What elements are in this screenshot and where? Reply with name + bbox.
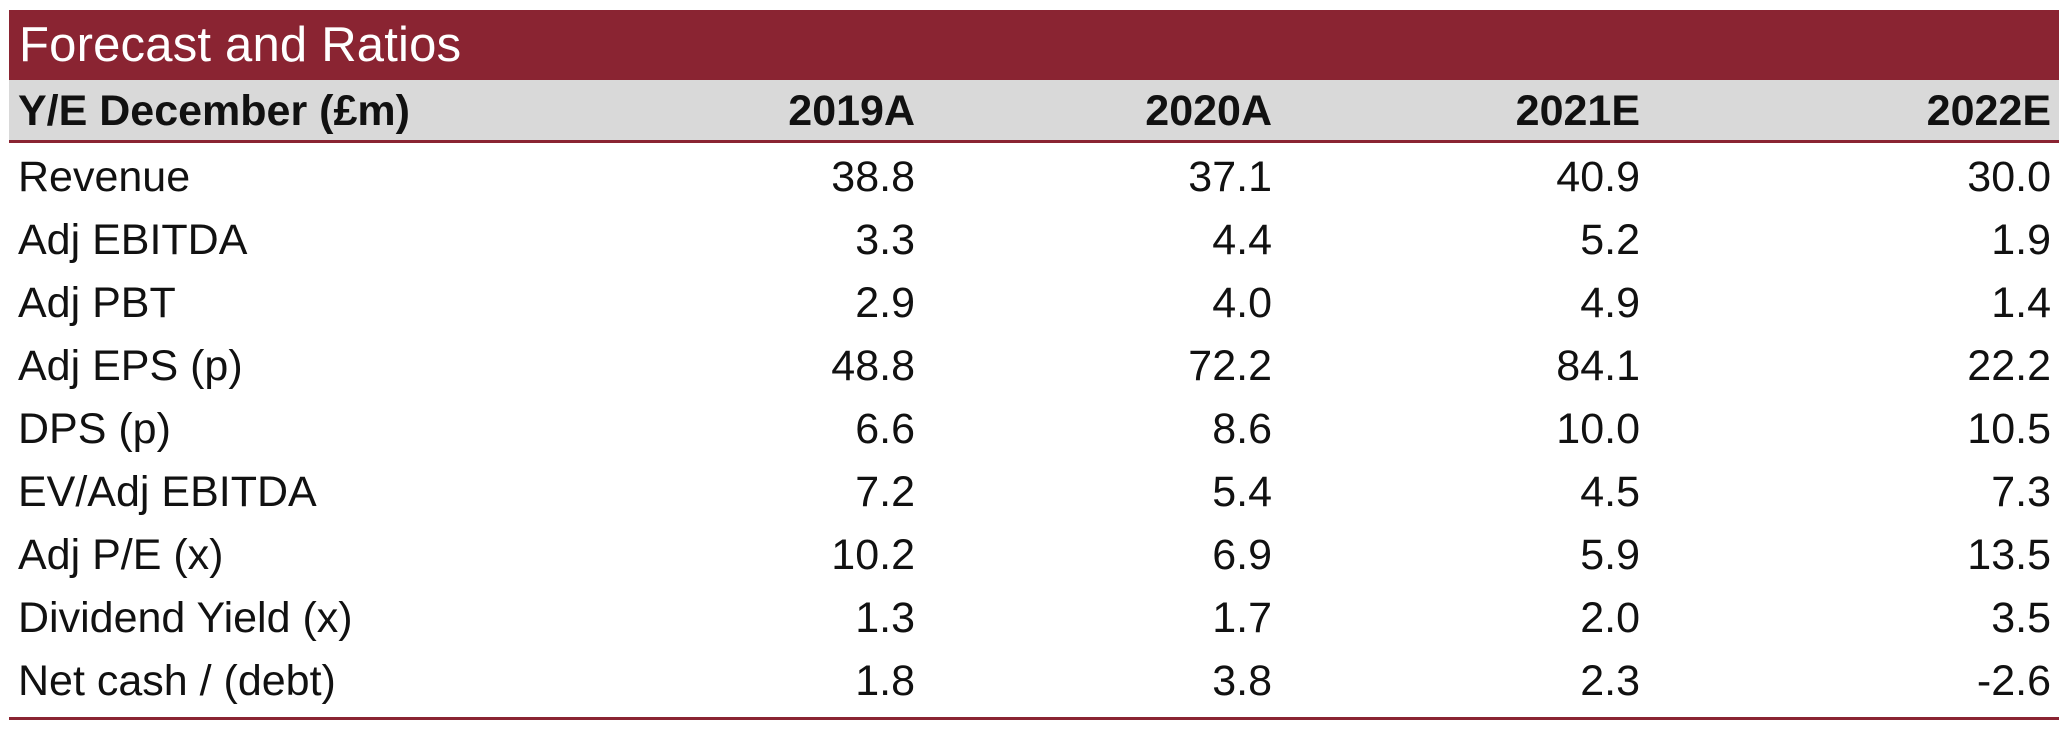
row-value: 3.5: [1991, 594, 2051, 642]
row-value: 7.2: [855, 468, 915, 516]
table-row: DPS (p) 6.6 8.6 10.0 10.5: [9, 395, 2059, 458]
row-value: 1.8: [855, 657, 915, 705]
row-value: 5.9: [1580, 531, 1640, 579]
row-value: 10.5: [1967, 405, 2051, 453]
table-title-text: Forecast and Ratios: [19, 18, 462, 72]
table-row: EV/Adj EBITDA 7.2 5.4 4.5 7.3: [9, 458, 2059, 521]
row-value: 4.4: [1212, 216, 1272, 264]
row-label: Dividend Yield (x): [18, 594, 353, 642]
row-value: 8.6: [1212, 405, 1272, 453]
header-col-2019a: 2019A: [788, 87, 915, 135]
row-value: 3.3: [855, 216, 915, 264]
header-col-2021e: 2021E: [1515, 87, 1640, 135]
row-value: 10.2: [831, 531, 915, 579]
header-col-2022e: 2022E: [1926, 87, 2051, 135]
row-value: 2.3: [1580, 657, 1640, 705]
row-value: 1.7: [1212, 594, 1272, 642]
table-header-row: Y/E December (£m) 2019A 2020A 2021E 2022…: [9, 80, 2059, 143]
table-row: Adj EPS (p) 48.8 72.2 84.1 22.2: [9, 332, 2059, 395]
row-value: 1.9: [1991, 216, 2051, 264]
row-label: Adj EPS (p): [18, 342, 243, 390]
row-value: 7.3: [1991, 468, 2051, 516]
row-value: 2.0: [1580, 594, 1640, 642]
table-row: Net cash / (debt) 1.8 3.8 2.3 -2.6: [9, 647, 2059, 710]
row-value: 1.3: [855, 594, 915, 642]
row-value: 2.9: [855, 279, 915, 327]
table-title: Forecast and Ratios: [9, 10, 2059, 80]
row-value: 13.5: [1967, 531, 2051, 579]
table-row: Adj EBITDA 3.3 4.4 5.2 1.9: [9, 206, 2059, 269]
row-value: 10.0: [1556, 405, 1640, 453]
row-value: 4.0: [1212, 279, 1272, 327]
row-label: Adj EBITDA: [18, 216, 248, 264]
row-label: Adj PBT: [18, 279, 176, 327]
row-value: 1.4: [1991, 279, 2051, 327]
row-value: 30.0: [1967, 153, 2051, 201]
header-col-2020a: 2020A: [1145, 87, 1272, 135]
row-value: 4.5: [1580, 468, 1640, 516]
row-value: 72.2: [1188, 342, 1272, 390]
row-label: Revenue: [18, 153, 191, 201]
table-row: Adj P/E (x) 10.2 6.9 5.9 13.5: [9, 521, 2059, 584]
row-label: Net cash / (debt): [18, 657, 336, 705]
row-value: 6.9: [1212, 531, 1272, 579]
row-label: Adj P/E (x): [18, 531, 224, 579]
row-value: 5.2: [1580, 216, 1640, 264]
row-value: 48.8: [831, 342, 915, 390]
row-value: 6.6: [855, 405, 915, 453]
row-value: 38.8: [831, 153, 915, 201]
header-label: Y/E December (£m): [18, 87, 410, 135]
table-row: Adj PBT 2.9 4.0 4.9 1.4: [9, 269, 2059, 332]
table-row: Revenue 38.8 37.1 40.9 30.0: [9, 143, 2059, 206]
table-row: Dividend Yield (x) 1.3 1.7 2.0 3.5: [9, 584, 2059, 647]
row-value: 4.9: [1580, 279, 1640, 327]
row-value: 22.2: [1967, 342, 2051, 390]
row-label: DPS (p): [18, 405, 171, 453]
table-body: Revenue 38.8 37.1 40.9 30.0 Adj EBITDA 3…: [9, 143, 2059, 720]
row-value: 3.8: [1212, 657, 1272, 705]
row-value: -2.6: [1976, 657, 2051, 705]
row-value: 37.1: [1188, 153, 1272, 201]
row-value: 5.4: [1212, 468, 1272, 516]
row-value: 40.9: [1556, 153, 1640, 201]
row-label: EV/Adj EBITDA: [18, 468, 317, 516]
row-value: 84.1: [1556, 342, 1640, 390]
